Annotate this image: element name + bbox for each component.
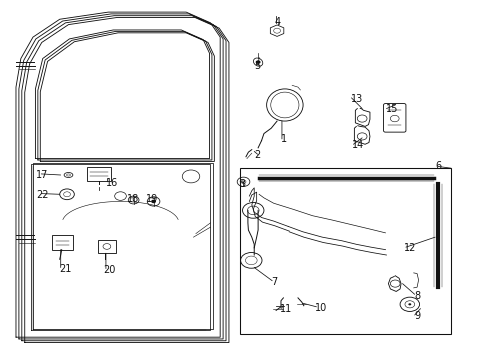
Text: 18: 18	[126, 194, 139, 203]
Text: 15: 15	[385, 104, 397, 113]
Text: 22: 22	[36, 190, 49, 200]
Text: 4: 4	[274, 17, 280, 27]
Text: 12: 12	[403, 243, 415, 253]
Text: 10: 10	[314, 303, 326, 313]
Bar	[239, 168, 450, 334]
Text: 8: 8	[414, 291, 420, 301]
Text: 14: 14	[352, 140, 364, 150]
Text: 3: 3	[239, 179, 245, 189]
Text: 20: 20	[103, 265, 116, 275]
Text: 5: 5	[254, 61, 260, 71]
Text: 1: 1	[281, 134, 286, 144]
Text: 9: 9	[414, 311, 420, 321]
Text: 21: 21	[59, 264, 71, 274]
Text: 2: 2	[254, 150, 260, 160]
Text: 11: 11	[279, 304, 291, 314]
Text: 7: 7	[271, 277, 277, 287]
Circle shape	[255, 60, 260, 64]
Text: 13: 13	[350, 94, 362, 104]
Text: 17: 17	[36, 170, 49, 180]
Text: 16: 16	[106, 178, 118, 188]
Text: 19: 19	[146, 194, 158, 203]
Text: 6: 6	[434, 161, 440, 171]
Circle shape	[407, 303, 410, 305]
Circle shape	[151, 200, 156, 203]
